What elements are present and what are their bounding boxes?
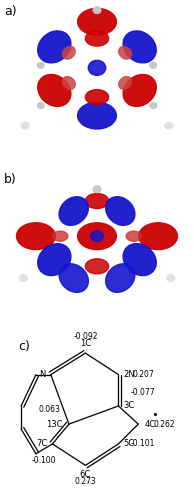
- Text: 0.063: 0.063: [38, 405, 60, 413]
- Ellipse shape: [85, 31, 109, 46]
- Ellipse shape: [119, 46, 132, 59]
- Ellipse shape: [37, 62, 44, 68]
- Ellipse shape: [21, 122, 29, 129]
- Ellipse shape: [126, 231, 142, 241]
- Ellipse shape: [38, 31, 71, 63]
- Ellipse shape: [78, 223, 116, 250]
- Ellipse shape: [91, 230, 103, 241]
- Ellipse shape: [85, 90, 109, 104]
- Ellipse shape: [139, 223, 178, 250]
- Ellipse shape: [150, 62, 157, 68]
- Ellipse shape: [52, 231, 68, 241]
- Ellipse shape: [38, 244, 71, 276]
- Text: -0.101: -0.101: [131, 440, 155, 448]
- Ellipse shape: [93, 186, 101, 192]
- Text: 4C: 4C: [145, 420, 156, 428]
- Ellipse shape: [62, 46, 75, 59]
- Ellipse shape: [19, 274, 27, 281]
- Ellipse shape: [167, 274, 175, 281]
- Ellipse shape: [85, 259, 109, 274]
- Text: b): b): [4, 172, 17, 186]
- Ellipse shape: [165, 122, 173, 129]
- Text: a): a): [4, 5, 16, 18]
- Ellipse shape: [123, 74, 156, 106]
- Ellipse shape: [119, 76, 132, 89]
- Text: N: N: [39, 370, 46, 379]
- Ellipse shape: [123, 31, 156, 63]
- Ellipse shape: [16, 223, 55, 250]
- Ellipse shape: [106, 264, 135, 292]
- Ellipse shape: [59, 196, 88, 226]
- Ellipse shape: [106, 196, 135, 226]
- Text: 0.273: 0.273: [74, 478, 96, 486]
- Text: 6C: 6C: [80, 470, 91, 480]
- Ellipse shape: [78, 102, 116, 129]
- Text: 3C: 3C: [123, 402, 135, 410]
- Ellipse shape: [123, 244, 156, 276]
- Ellipse shape: [38, 74, 71, 106]
- Ellipse shape: [78, 8, 116, 35]
- Ellipse shape: [93, 6, 101, 14]
- Text: 5C: 5C: [123, 440, 134, 448]
- Text: 13C: 13C: [46, 420, 62, 428]
- Text: 1C: 1C: [80, 339, 91, 348]
- Ellipse shape: [37, 102, 44, 108]
- Ellipse shape: [62, 76, 75, 89]
- Text: 0.262: 0.262: [154, 420, 175, 428]
- Ellipse shape: [85, 194, 109, 208]
- Ellipse shape: [150, 102, 157, 108]
- Ellipse shape: [88, 60, 106, 76]
- Text: 7C: 7C: [36, 440, 48, 448]
- Text: -0.092: -0.092: [73, 332, 98, 341]
- Ellipse shape: [59, 264, 88, 292]
- Text: -0.077: -0.077: [131, 388, 156, 397]
- Text: -0.100: -0.100: [32, 456, 56, 465]
- Text: 0.207: 0.207: [132, 370, 154, 379]
- Text: c): c): [18, 340, 30, 353]
- Text: 2N: 2N: [123, 370, 135, 379]
